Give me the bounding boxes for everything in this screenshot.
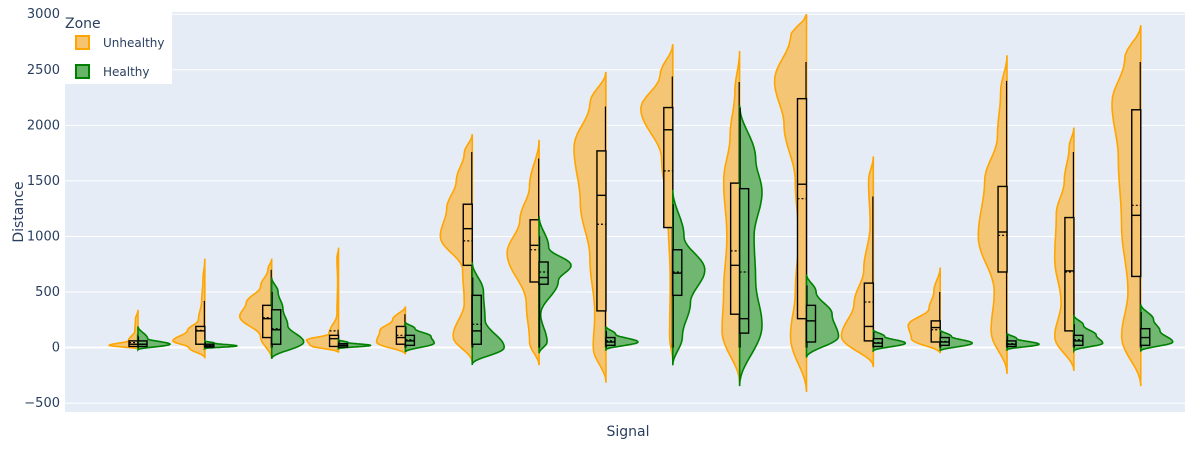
y-tick-label: 3000 — [27, 7, 60, 22]
violin-box — [1131, 109, 1142, 278]
violin-healthy-13 — [939, 329, 974, 352]
y-tick-label: 1000 — [27, 229, 60, 244]
legend-label-unhealthy: Unhealthy — [103, 36, 164, 50]
violin-healthy-6 — [471, 261, 506, 365]
violin-healthy-4 — [336, 337, 372, 350]
violin-unhealthy-4 — [305, 247, 340, 353]
violin-box — [997, 185, 1008, 273]
violin-healthy-15 — [1073, 315, 1104, 354]
legend-title: Zone — [65, 16, 101, 32]
violin-body — [506, 139, 540, 366]
y-tick-label: 0 — [52, 341, 60, 356]
violin-healthy-5 — [404, 321, 436, 353]
violin-box — [729, 182, 741, 315]
y-tick-label: 1500 — [27, 174, 60, 189]
y-tick-labels: −500 0 500 1000 1500 2000 2500 3000 — [24, 7, 60, 411]
y-tick-label: 2500 — [27, 63, 60, 78]
violin-unhealthy-8 — [573, 71, 607, 383]
legend-item-healthy[interactable]: Healthy — [75, 64, 150, 79]
violin-box — [471, 294, 482, 345]
violin-box — [328, 334, 340, 348]
violin-healthy-3 — [270, 277, 305, 359]
y-axis-title: Distance — [11, 181, 27, 242]
violin-healthy-16 — [1139, 304, 1174, 352]
violin-unhealthy-15 — [1053, 127, 1075, 372]
legend-swatch-healthy — [75, 64, 90, 79]
violin-box — [738, 187, 750, 334]
y-tick-label: 2000 — [27, 118, 60, 133]
violin-healthy-1 — [137, 326, 171, 352]
violin-body — [107, 309, 139, 350]
violins — [107, 13, 1174, 393]
violin-box — [195, 325, 206, 345]
violin-unhealthy-2 — [171, 258, 206, 359]
violin-unhealthy-16 — [1111, 25, 1142, 387]
violin-unhealthy-6 — [439, 134, 474, 363]
violin-body — [977, 55, 1008, 374]
violin-box — [529, 219, 540, 283]
violin-healthy-10 — [738, 105, 763, 387]
violin-box — [663, 106, 674, 229]
legend-label-healthy: Healthy — [103, 65, 150, 79]
violin-box — [796, 97, 808, 320]
violin-healthy-14 — [1005, 332, 1040, 351]
violin-box — [462, 203, 473, 267]
legend-item-unhealthy[interactable]: Unhealthy — [75, 35, 164, 50]
legend: Zone Unhealthy Healthy — [62, 12, 172, 84]
violin-healthy-9 — [672, 189, 706, 366]
violin-body — [439, 134, 474, 363]
plot-background — [65, 12, 1185, 412]
violin-box — [930, 320, 941, 343]
violin-box — [805, 304, 817, 343]
violin-box — [538, 261, 549, 285]
violin-box — [262, 304, 273, 339]
violin-healthy-11 — [805, 274, 840, 358]
violin-unhealthy-5 — [375, 306, 407, 355]
violin-box — [271, 309, 282, 345]
violin-box — [863, 282, 875, 342]
violin-healthy-8 — [604, 326, 639, 351]
violin-healthy-2 — [202, 338, 238, 350]
x-axis-title: Signal — [606, 424, 649, 440]
violin-unhealthy-14 — [977, 55, 1008, 374]
y-tick-label: −500 — [24, 396, 60, 411]
violin-unhealthy-12 — [840, 156, 875, 368]
violin-body — [672, 189, 706, 366]
violin-body — [538, 216, 572, 354]
y-tick-label: 500 — [35, 285, 60, 300]
violin-box — [1064, 216, 1075, 332]
violin-healthy-7 — [538, 216, 572, 354]
legend-swatch-unhealthy — [75, 35, 90, 50]
violin-healthy-12 — [872, 329, 907, 352]
violin-box — [596, 150, 607, 312]
